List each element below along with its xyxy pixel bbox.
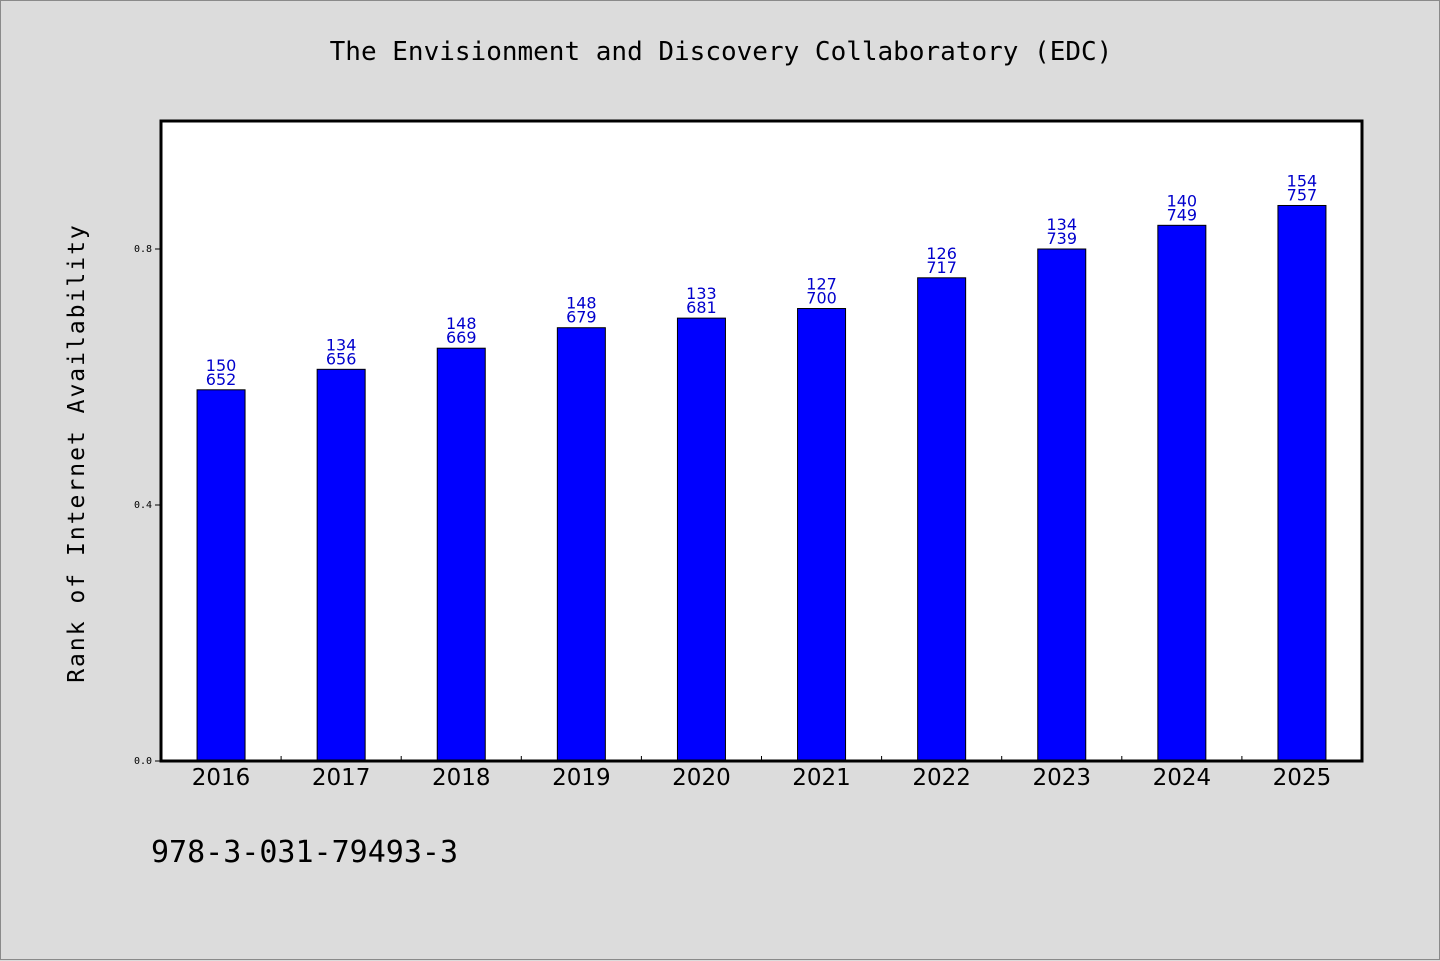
x-tick-label: 2018: [432, 765, 491, 791]
bar: [1277, 204, 1327, 762]
data-label-top: 148: [446, 314, 477, 333]
bar: [797, 308, 847, 762]
bar: [436, 347, 486, 762]
data-label-top: 150: [206, 356, 237, 375]
bar: [917, 277, 967, 762]
data-label-bottom: 652: [206, 370, 237, 389]
bar: [1037, 248, 1087, 762]
data-label-top: 148: [566, 294, 597, 313]
data-label-bottom: 679: [566, 308, 597, 327]
y-tick-label: 0.0: [134, 756, 152, 767]
data-label-bottom: 700: [806, 289, 837, 308]
data-label-top: 127: [806, 275, 837, 294]
x-tick-label: 2024: [1153, 765, 1212, 791]
data-label-top: 134: [1046, 215, 1077, 234]
y-tick-label: 0.4: [134, 500, 152, 511]
data-label-top: 133: [686, 284, 717, 303]
plot-frame: [159, 119, 1364, 763]
isbn-text: 978-3-031-79493-3: [151, 835, 459, 870]
data-label-bottom: 669: [446, 328, 477, 347]
data-label-bottom: 739: [1046, 229, 1077, 248]
bar: [1157, 224, 1207, 762]
chart-title: The Envisionment and Discovery Collabora…: [329, 37, 1113, 67]
x-tick-label: 2016: [192, 765, 251, 791]
data-label-bottom: 717: [926, 258, 957, 277]
bar: [556, 327, 606, 762]
x-tick-label: 2022: [912, 765, 971, 791]
bar: [196, 389, 246, 762]
x-tick-label: 2020: [672, 765, 731, 791]
data-label-bottom: 749: [1167, 205, 1198, 224]
data-label-bottom: 757: [1287, 185, 1318, 204]
x-tick-label: 2025: [1273, 765, 1332, 791]
y-tick-label: 0.8: [134, 244, 152, 255]
x-tick-label: 2021: [792, 765, 851, 791]
bar: [676, 317, 726, 762]
data-label-top: 126: [926, 244, 957, 263]
bar: [316, 368, 366, 762]
data-label-top: 154: [1287, 171, 1318, 190]
x-tick-label: 2019: [552, 765, 611, 791]
data-label-top: 134: [326, 335, 357, 354]
x-tick-label: 2017: [312, 765, 371, 791]
data-label-bottom: 681: [686, 298, 717, 317]
x-tick-label: 2023: [1032, 765, 1091, 791]
data-label-top: 140: [1167, 191, 1198, 210]
data-label-bottom: 656: [326, 349, 357, 368]
